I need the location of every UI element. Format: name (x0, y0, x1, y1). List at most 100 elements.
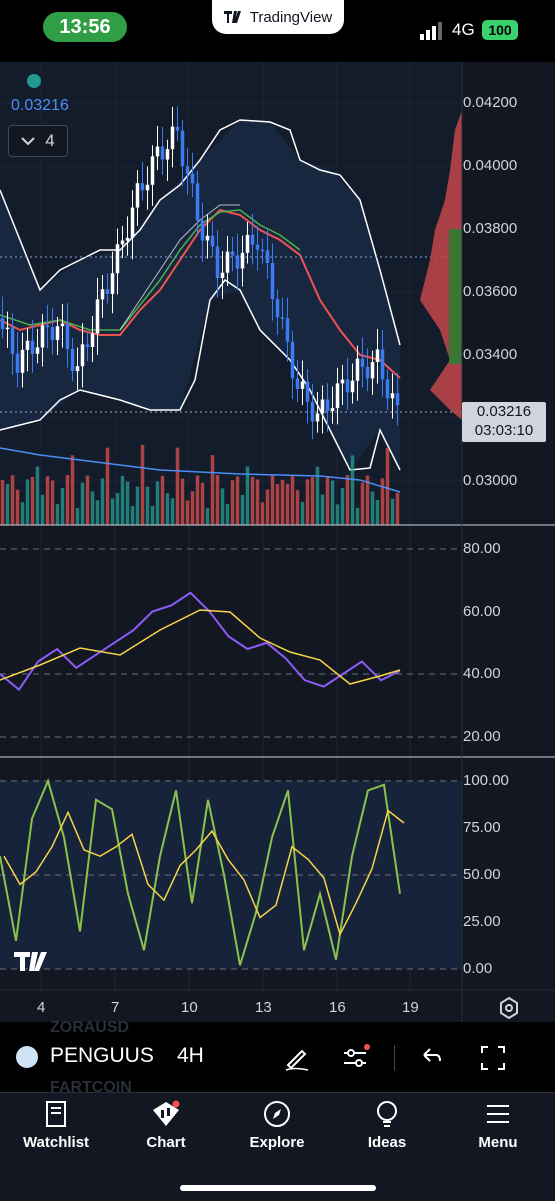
volume-bar (55, 504, 60, 525)
volume-bar (145, 486, 150, 525)
symbol-name[interactable]: PENGUUS (50, 1044, 154, 1067)
candle-body (150, 156, 155, 185)
candle-body (370, 362, 375, 379)
tab-chart[interactable]: Chart (116, 1100, 216, 1151)
tab-watchlist[interactable]: Watchlist (6, 1100, 106, 1151)
candle-body (135, 183, 140, 208)
tradingview-badge[interactable]: TradingView (212, 0, 344, 34)
volume-bar (315, 466, 320, 525)
volume-bar (280, 479, 285, 525)
tab-menu[interactable]: Menu (448, 1100, 548, 1151)
candle-body (170, 126, 175, 150)
candle-body (335, 383, 340, 409)
candle-body (65, 323, 70, 349)
indicators-sliders-icon[interactable] (340, 1043, 370, 1073)
candle-body (360, 358, 365, 367)
stoch-axis-label: 100.00 (463, 772, 509, 789)
volume-bar (90, 491, 95, 525)
candle-body (75, 366, 80, 372)
candle-body (235, 255, 240, 269)
candle-body (225, 251, 230, 273)
volume-bar (175, 447, 180, 525)
volume-bar (350, 455, 355, 525)
ema-green (0, 209, 301, 331)
fullscreen-icon[interactable] (478, 1043, 508, 1073)
volume-bar (0, 480, 5, 525)
basis-line (119, 204, 240, 331)
volume-bar (100, 478, 105, 525)
collapse-indicators-button[interactable]: 4 (8, 125, 68, 157)
volume-bar (5, 483, 10, 525)
rsi-line (0, 591, 401, 692)
volume-bar (225, 503, 230, 525)
candle-body (35, 347, 40, 354)
price-axis-label: 0.03000 (463, 472, 518, 489)
candle-body (15, 353, 20, 373)
undo-icon[interactable] (416, 1043, 446, 1073)
date-axis-label: 10 (181, 999, 198, 1016)
candle-body (260, 249, 265, 252)
volume-bar (255, 479, 260, 525)
home-indicator (180, 1185, 376, 1191)
settings-gear-icon[interactable] (497, 996, 521, 1020)
candle-body (310, 401, 315, 422)
volume-bar (300, 502, 305, 525)
candle-body (40, 325, 45, 348)
tradingview-logo-icon (223, 11, 241, 23)
watchlist-ghost-prev: ZORAUSD (50, 1019, 130, 1036)
watchlist-ghost-next: FARTCOIN (50, 1079, 132, 1096)
volume-bar (15, 489, 20, 525)
volume-bar (365, 475, 370, 525)
price-axis-label: 0.03400 (463, 346, 518, 363)
candle-body (105, 289, 110, 294)
tab-label: Ideas (367, 1134, 407, 1151)
volume-bar (245, 466, 250, 525)
price-axis-label: 0.04200 (463, 94, 518, 111)
candle-body (195, 183, 200, 221)
volume-bar (370, 491, 375, 525)
candle-body (145, 184, 150, 191)
candles (0, 106, 400, 440)
candle-body (45, 325, 50, 328)
tab-ideas[interactable]: Ideas (337, 1100, 437, 1151)
candle-body (100, 289, 105, 300)
candle-body (160, 146, 165, 160)
interval-selector[interactable]: 4H (177, 1044, 204, 1067)
tab-label: Menu (478, 1134, 518, 1151)
candle-body (95, 299, 100, 334)
candle-body (395, 393, 400, 406)
candle-body (240, 252, 245, 269)
volume-bar (80, 482, 85, 525)
volume-bar (220, 488, 225, 525)
volume-bar (275, 484, 280, 525)
stoch-k-line (0, 778, 401, 966)
volume-bar (265, 489, 270, 525)
volume-bar (290, 475, 295, 525)
chevron-down-icon (21, 137, 35, 146)
volume-bar (85, 475, 90, 525)
volume-bar (325, 476, 330, 525)
candle-body (200, 220, 205, 241)
candle-body (345, 379, 350, 393)
volume-bar (345, 475, 350, 525)
candle-body (355, 358, 360, 381)
candle-body (30, 340, 35, 354)
chart-icon (153, 1100, 180, 1126)
status-time: 13:56 (43, 12, 127, 42)
date-axis-label: 13 (255, 999, 272, 1016)
price-axis-label: 0.03600 (463, 283, 518, 300)
draw-pen-icon[interactable] (282, 1043, 312, 1073)
candle-body (315, 413, 320, 422)
stoch-d-line (3, 809, 405, 937)
volume-bar (10, 475, 15, 525)
volume-bar (210, 455, 215, 525)
volume-bar (330, 480, 335, 525)
candle-body (350, 380, 355, 393)
menu-icon (487, 1105, 509, 1123)
volume-bar (285, 483, 290, 525)
tab-explore[interactable]: Explore (227, 1100, 327, 1151)
volume-bar (310, 477, 315, 525)
chart-canvas[interactable] (0, 62, 555, 1022)
volume-bar (230, 480, 235, 525)
candle-body (115, 244, 120, 274)
